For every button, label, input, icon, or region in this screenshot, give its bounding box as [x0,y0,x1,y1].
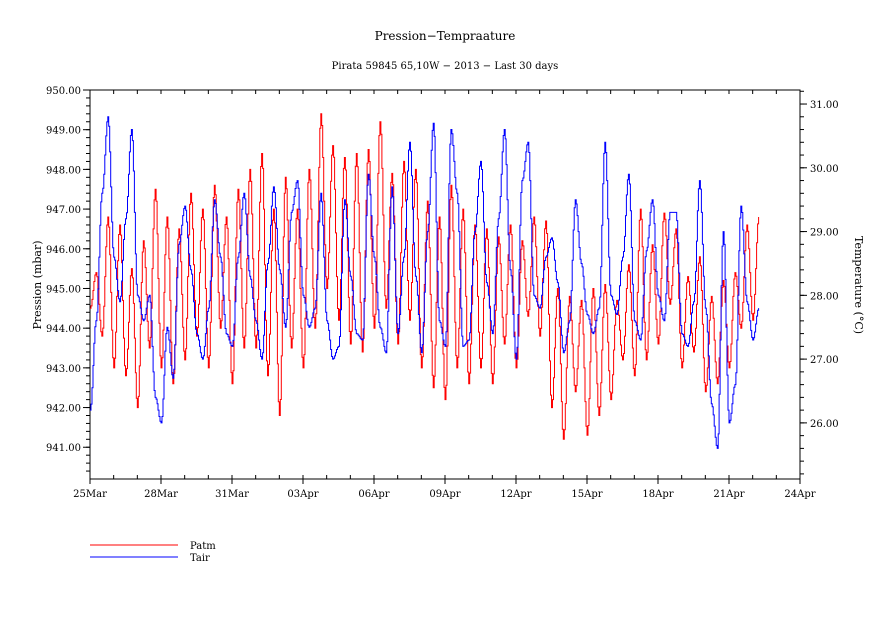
x-tick-label: 28Mar [144,489,178,500]
legend: Patm Tair [90,541,216,564]
y2-tick-label: 26.00 [810,419,839,430]
y2-tick-label: 28.00 [810,291,839,302]
x-tick-label: 06Apr [358,489,389,500]
x-tick-label: 21Apr [713,489,744,500]
x-tick-label: 18Apr [642,489,673,500]
y2-tick-label: 31.00 [810,100,839,111]
legend-label-patm: Patm [190,541,216,552]
y2-tick-label: 29.00 [810,228,839,239]
chart-title: Pression−Tempraature [375,29,516,43]
x-tick-label: 09Apr [429,489,460,500]
x-tick-label: 03Apr [287,489,318,500]
y-tick-label: 948.00 [46,165,81,176]
plot-area [89,89,801,480]
y-tick-label: 950.00 [46,86,81,97]
y-axis-label-left: Pression (mbar) [31,240,44,329]
legend-label-tair: Tair [190,553,210,564]
x-tick-label: 15Apr [571,489,602,500]
y-axis-label-right: Temperature (°C) [852,236,865,334]
x-tick-label: 25Mar [73,489,107,500]
series-layer [90,113,760,449]
y-tick-label: 945.00 [46,284,81,295]
y-tick-label: 941.00 [46,443,81,454]
x-tick-label: 12Apr [500,489,531,500]
y-tick-label: 942.00 [46,404,81,415]
axes-layer: 25Mar 28Mar 31Mar 03Apr 06Apr 09Apr 12Apr 15Apr… [46,86,839,500]
series-line-tair [90,116,760,449]
y2-tick-label: 27.00 [810,355,839,366]
plot-frame [89,89,801,480]
x-tick-label: 24Apr [784,489,815,500]
y2-tick-label: 30.00 [810,164,839,175]
x-tick-label: 31Mar [215,489,249,500]
y-tick-label: 944.00 [46,324,81,335]
chart-subtitle: Pirata 59845 65,10W − 2013 − Last 30 day… [332,61,559,72]
y-tick-label: 947.00 [46,205,81,216]
y-tick-label: 949.00 [46,126,81,137]
series-line-patm [90,113,760,440]
y-tick-label: 943.00 [46,364,81,375]
y-tick-label: 946.00 [46,245,81,256]
